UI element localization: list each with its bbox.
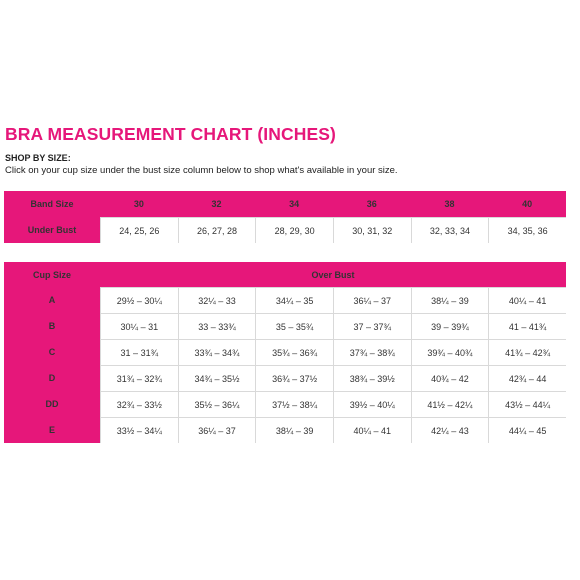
cup-row-b: B 30¼ – 31 33 – 33¾ 35 – 35¾ 37 – 37¾ 39… [4, 313, 566, 339]
size-link[interactable]: 34¾ – 35½ [194, 373, 240, 384]
cup-label: B [4, 313, 100, 339]
over-bust-label: Over Bust [100, 262, 566, 287]
band-size-38: 38 [410, 191, 489, 217]
size-link[interactable]: 32¾ – 33½ [116, 399, 162, 410]
size-link[interactable]: 32¼ – 33 [198, 295, 236, 306]
band-size-32: 32 [177, 191, 256, 217]
band-size-30: 30 [100, 191, 178, 217]
size-link[interactable]: 38¼ – 39 [431, 295, 469, 306]
size-link[interactable]: 40¼ – 41 [508, 295, 547, 306]
cup-row-dd: DD 32¾ – 33½ 35½ – 36¼ 37½ – 38¼ 39½ – 4… [4, 391, 566, 417]
size-link[interactable]: 37 – 37¾ [353, 321, 392, 332]
cup-row-e: E 33½ – 34¼ 36¼ – 37 38¼ – 39 40¼ – 41 4… [4, 417, 566, 443]
under-bust-row: Under Bust 24, 25, 26 26, 27, 28 28, 29,… [4, 217, 566, 243]
cup-label: C [4, 339, 100, 365]
size-link[interactable]: 42¾ – 44 [508, 373, 547, 384]
size-link[interactable]: 44¼ – 45 [508, 425, 547, 436]
size-link[interactable]: 38¾ – 39½ [349, 373, 395, 384]
size-link[interactable]: 33½ – 34¼ [116, 425, 162, 436]
cup-size-label: Cup Size [4, 262, 100, 287]
size-link[interactable]: 36¼ – 37 [198, 425, 236, 436]
shop-instructions: Click on your cup size under the bust si… [5, 165, 398, 176]
size-link[interactable]: 38¼ – 39 [275, 425, 314, 436]
size-link[interactable]: 31 – 31¾ [120, 347, 159, 358]
cup-row-d: D 31¾ – 32¾ 34¾ – 35½ 36¾ – 37½ 38¾ – 39… [4, 365, 566, 391]
over-bust-header-row: Cup Size Over Bust [4, 262, 566, 287]
page-title: BRA MEASUREMENT CHART (INCHES) [5, 124, 336, 144]
cup-row-a: A 29½ – 30¼ 32¼ – 33 34¼ – 35 36¼ – 37 3… [4, 287, 566, 313]
size-link[interactable]: 31¾ – 32¾ [116, 373, 162, 384]
size-link[interactable]: 37¾ – 38¾ [349, 347, 395, 358]
cup-label: DD [4, 391, 100, 417]
size-link[interactable]: 42¼ – 43 [431, 425, 469, 436]
size-link[interactable]: 30¼ – 31 [120, 321, 159, 332]
size-link[interactable]: 33¾ – 34¾ [194, 347, 240, 358]
under-bust-cell: 26, 27, 28 [177, 217, 256, 243]
band-size-table: Band Size 30 32 34 36 38 40 Under Bust 2… [4, 191, 566, 243]
size-link[interactable]: 29½ – 30¼ [116, 295, 162, 306]
size-link[interactable]: 36¼ – 37 [353, 295, 392, 306]
band-size-label: Band Size [4, 191, 100, 217]
size-link[interactable]: 40¼ – 41 [353, 425, 392, 436]
under-bust-cell: 28, 29, 30 [255, 217, 333, 243]
band-size-36: 36 [332, 191, 411, 217]
size-link[interactable]: 35½ – 36¼ [194, 399, 240, 410]
band-size-34: 34 [255, 191, 333, 217]
cup-label: E [4, 417, 100, 443]
under-bust-cell: 30, 31, 32 [332, 217, 411, 243]
size-link[interactable]: 43½ – 44¼ [505, 399, 551, 410]
size-link[interactable]: 41¾ – 42¾ [505, 347, 551, 358]
size-link[interactable]: 40¾ – 42 [431, 373, 469, 384]
size-link[interactable]: 37½ – 38¼ [272, 399, 318, 410]
shop-by-size-heading: SHOP BY SIZE: [5, 153, 71, 163]
cup-row-c: C 31 – 31¾ 33¾ – 34¾ 35¾ – 36¾ 37¾ – 38¾… [4, 339, 566, 365]
size-link[interactable]: 33 – 33¾ [198, 321, 236, 332]
under-bust-cell: 32, 33, 34 [410, 217, 489, 243]
under-bust-cell: 34, 35, 36 [488, 217, 566, 243]
size-link[interactable]: 41½ – 42¼ [427, 399, 473, 410]
size-link[interactable]: 41 – 41¾ [508, 321, 547, 332]
size-link[interactable]: 35¾ – 36¾ [272, 347, 318, 358]
band-size-row: Band Size 30 32 34 36 38 40 [4, 191, 566, 217]
over-bust-table: Cup Size Over Bust A 29½ – 30¼ 32¼ – 33 … [4, 262, 566, 443]
size-link[interactable]: 34¼ – 35 [275, 295, 314, 306]
size-link[interactable]: 39¾ – 40¾ [427, 347, 473, 358]
size-link[interactable]: 35 – 35¾ [275, 321, 314, 332]
band-size-40: 40 [488, 191, 566, 217]
cup-label: D [4, 365, 100, 391]
size-link[interactable]: 39 – 39¾ [431, 321, 469, 332]
under-bust-cell: 24, 25, 26 [100, 217, 178, 243]
under-bust-label: Under Bust [4, 217, 100, 243]
size-link[interactable]: 39½ – 40¼ [349, 399, 395, 410]
cup-label: A [4, 287, 100, 313]
size-link[interactable]: 36¾ – 37½ [272, 373, 318, 384]
